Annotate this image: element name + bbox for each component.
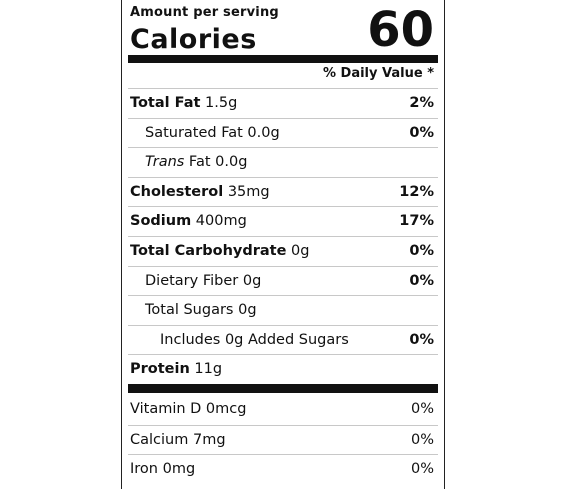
nutrient-amount: 0.0g	[210, 154, 248, 171]
nutrient-row: Protein 11g	[128, 354, 438, 383]
nutrient-name: Sodium 400mg	[130, 213, 247, 229]
daily-value-header: % Daily Value *	[322, 66, 434, 81]
nutrient-name: Cholesterol 35mg	[130, 184, 270, 200]
nutrient-amount: 400mg	[191, 213, 247, 230]
thick-divider-bottom	[128, 384, 438, 393]
nutrient-daily-value: 0%	[409, 243, 434, 259]
nutrient-daily-value: 0%	[409, 124, 434, 141]
nutrient-label: Saturated Fat	[145, 124, 243, 141]
nutrient-name: Includes 0g Added Sugars	[160, 332, 349, 348]
vitamin-label: Iron	[130, 461, 158, 478]
vitamin-amount: 0mg	[157, 461, 196, 478]
nutrient-row: Saturated Fat 0.0g 0%	[128, 117, 438, 147]
nutrient-name: Trans Fat 0.0g	[145, 154, 247, 170]
vitamin-daily-value: 0%	[410, 461, 434, 478]
nutrition-facts-label: Amount per serving Calories 60 % Daily V…	[121, 0, 445, 489]
nutrient-amount: 35mg	[223, 183, 270, 200]
nutrient-daily-value: 0%	[409, 272, 434, 289]
vitamin-name: Iron 0mg	[130, 461, 195, 477]
nutrient-daily-value: 0%	[409, 331, 434, 348]
nutrient-name: Total Fat 1.5g	[130, 95, 237, 111]
nutrient-name: Saturated Fat 0.0g	[145, 125, 280, 141]
nutrient-label: Dietary Fiber	[145, 272, 239, 289]
nutrient-row: Includes 0g Added Sugars 0%	[128, 324, 438, 354]
amount-per-serving: Amount per serving	[130, 5, 279, 20]
nutrient-row: Total Carbohydrate 0g 0%	[128, 236, 438, 265]
nutrient-row: Sodium 400mg 17%	[128, 206, 438, 235]
vitamin-label: Calcium	[130, 431, 189, 448]
vitamin-row: Iron 0mg 0%	[128, 454, 438, 483]
nutrient-name: Total Sugars 0g	[145, 302, 257, 318]
nutrient-row: Dietary Fiber 0g 0%	[128, 265, 438, 295]
vitamin-amount: 0mcg	[201, 401, 247, 417]
nutrient-row: Trans Fat 0.0g	[128, 147, 438, 176]
nutrient-row: Total Fat 1.5g 2%	[128, 88, 438, 117]
nutrient-amount: 0g	[286, 243, 310, 259]
nutrient-bold-name: Protein	[130, 361, 190, 378]
nutrient-amount: 11g	[189, 361, 223, 378]
nutrient-daily-value: 17%	[399, 213, 434, 230]
vitamin-amount: 7mg	[188, 431, 226, 448]
nutrient-label: Includes 0g Added Sugars	[160, 331, 349, 348]
nutrient-bold-name: Total Fat	[130, 95, 201, 111]
nutrient-italic-name: Trans	[145, 154, 185, 171]
vitamin-daily-value: 0%	[410, 401, 434, 417]
calories-value: 60	[367, 2, 434, 58]
nutrient-label: Total Sugars	[145, 302, 234, 319]
vitamin-name: Calcium 7mg	[130, 432, 226, 448]
nutrient-bold-name: Cholesterol	[130, 183, 224, 200]
nutrient-daily-value: 12%	[399, 183, 434, 200]
nutrient-bold-name: Total Carbohydrate	[130, 243, 287, 259]
nutrient-amount: 0g	[233, 302, 257, 319]
vitamin-row: Vitamin D 0mcg 0%	[128, 395, 438, 424]
nutrient-name: Dietary Fiber 0g	[145, 273, 261, 289]
vitamin-name: Vitamin D 0mcg	[130, 401, 246, 417]
thick-divider	[128, 55, 438, 63]
calories-label: Calories	[130, 24, 257, 55]
nutrient-daily-value: 2%	[409, 95, 434, 111]
vitamin-label: Vitamin D	[130, 401, 202, 417]
nutrient-name: Protein 11g	[130, 361, 222, 377]
nutrient-name: Total Carbohydrate 0g	[130, 243, 309, 259]
vitamin-daily-value: 0%	[410, 431, 434, 448]
nutrient-label: Fat	[184, 154, 211, 171]
nutrient-row: Total Sugars 0g	[128, 295, 438, 324]
nutrient-bold-name: Sodium	[130, 213, 192, 230]
nutrient-row: Cholesterol 35mg 12%	[128, 176, 438, 206]
vitamin-row: Calcium 7mg 0%	[128, 424, 438, 454]
nutrient-amount: 1.5g	[200, 95, 238, 111]
nutrient-amount: 0g	[238, 272, 262, 289]
nutrient-amount: 0.0g	[242, 124, 280, 141]
